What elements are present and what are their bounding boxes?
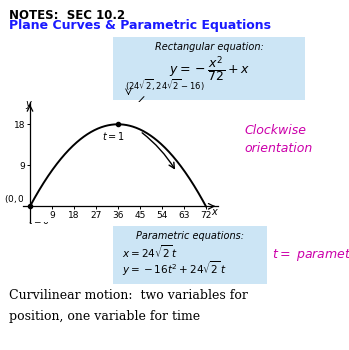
Text: x: x (211, 208, 217, 217)
Text: Curvilinear motion:  two variables for: Curvilinear motion: two variables for (9, 289, 247, 302)
Text: $y = -\dfrac{x^2}{72} + x$: $y = -\dfrac{x^2}{72} + x$ (169, 54, 250, 84)
Text: position, one variable for time: position, one variable for time (9, 310, 200, 323)
Text: $(0, 0)$: $(0, 0)$ (4, 193, 28, 204)
Text: $t =$ parameter: $t =$ parameter (272, 247, 349, 263)
Text: $t = 1$: $t = 1$ (102, 130, 125, 142)
FancyBboxPatch shape (113, 226, 267, 284)
Text: y: y (25, 99, 31, 109)
Text: $(24\sqrt{2}, 24\sqrt{2}-16)$: $(24\sqrt{2}, 24\sqrt{2}-16)$ (125, 77, 205, 93)
FancyBboxPatch shape (113, 37, 305, 100)
Text: NOTES:  SEC 10.2: NOTES: SEC 10.2 (9, 9, 125, 22)
Text: $x = 24\sqrt{2}\,t$: $x = 24\sqrt{2}\,t$ (122, 243, 178, 260)
Text: $y = -16t^2 + 24\sqrt{2}\,t$: $y = -16t^2 + 24\sqrt{2}\,t$ (122, 259, 227, 278)
Text: Plane Curves & Parametric Equations: Plane Curves & Parametric Equations (9, 19, 271, 32)
Text: Clockwise: Clockwise (244, 124, 306, 137)
Text: Rectangular equation:: Rectangular equation: (155, 42, 264, 52)
Text: orientation: orientation (244, 142, 313, 155)
Text: $t = 0$: $t = 0$ (28, 215, 50, 226)
Text: Parametric equations:: Parametric equations: (136, 231, 244, 241)
